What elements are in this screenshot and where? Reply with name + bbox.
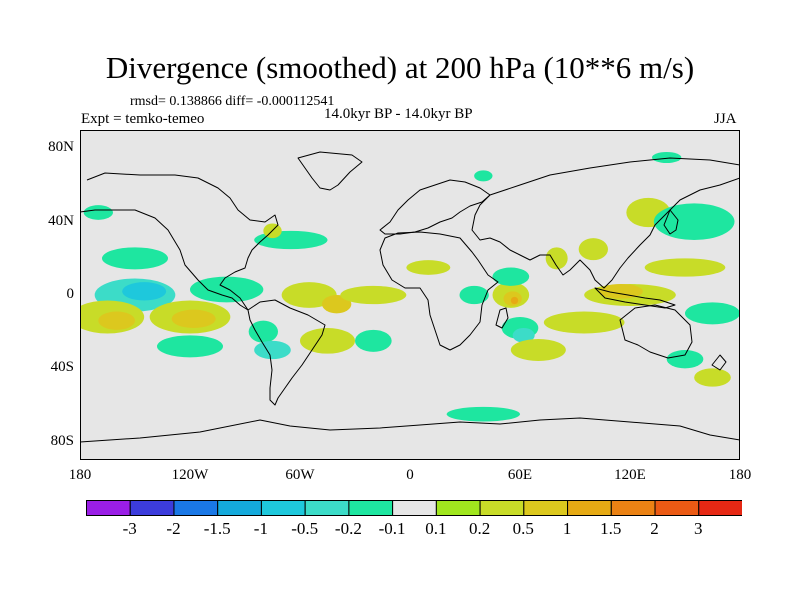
contour-region [578, 238, 608, 261]
colorbar-label: 1 [562, 519, 572, 538]
contour-region [355, 329, 392, 352]
colorbar-label: -3 [122, 519, 137, 538]
contour-region [171, 309, 216, 328]
coast-asia [471, 157, 740, 289]
contour-region [694, 368, 731, 387]
colorbar-swatch [304, 500, 350, 516]
contour-region [406, 260, 451, 275]
coastlines [80, 151, 740, 443]
colorbar-swatch [610, 500, 656, 516]
contour-region [340, 285, 407, 305]
contour-region [474, 170, 493, 182]
colorbar-label: -0.5 [291, 519, 319, 538]
contour-region [157, 335, 223, 358]
contour-region [122, 282, 167, 301]
contour-regions [80, 152, 740, 422]
lon-label: 180 [728, 467, 752, 483]
lat-label: 40N [48, 213, 74, 229]
colorbar-label: -0.2 [334, 519, 362, 538]
colorbar-label: 1.5 [600, 519, 622, 538]
contour-region [512, 328, 535, 343]
coast-antarctica [80, 417, 740, 443]
contour-region [300, 328, 355, 354]
contour-region [459, 285, 489, 305]
lat-label: 80S [50, 433, 74, 449]
lon-label: 120W [171, 467, 209, 483]
colorbar-label: -1 [253, 519, 268, 538]
experiment-text: Expt = temko-temeo [81, 111, 205, 127]
colorbar-swatch [173, 500, 219, 516]
lon-label: 60W [285, 467, 315, 483]
colorbar-swatch [523, 500, 569, 516]
colorbar [86, 500, 742, 516]
colorbar-label: 0.1 [425, 519, 447, 538]
contour-region [190, 276, 264, 303]
contour-region [543, 311, 625, 334]
lon-label: 0 [406, 467, 414, 483]
colorbar-label: -2 [166, 519, 181, 538]
lon-label: 120E [614, 467, 646, 483]
contour-region [446, 406, 520, 422]
contour-region [102, 247, 168, 270]
contour-region [653, 203, 735, 240]
coast-africa [379, 231, 499, 351]
contour-region [685, 302, 740, 325]
contour-region [254, 340, 291, 360]
coast-new-zealand [711, 354, 727, 371]
coast-south-america [247, 299, 326, 406]
coast-australia [619, 304, 693, 359]
contour-region [652, 152, 682, 163]
map-frame [80, 130, 740, 460]
colorbar-label: 3 [694, 519, 703, 538]
colorbar-label: -0.1 [378, 519, 406, 538]
colorbar-swatch [567, 500, 612, 516]
lat-label: 0 [66, 286, 75, 302]
lon-label: 60E [507, 467, 533, 483]
lat-label: 80N [48, 139, 74, 155]
period-text: 14.0kyr BP - 14.0kyr BP [324, 106, 473, 122]
colorbar-swatch [86, 500, 131, 516]
coast-indonesia [594, 287, 676, 309]
contour-region [322, 295, 352, 314]
coast-north-america [80, 172, 279, 311]
season-label: JJA [714, 111, 737, 127]
colorbar-swatch [260, 500, 306, 516]
coast-madagascar [495, 307, 509, 329]
contour-region [492, 267, 530, 286]
contour-region [510, 296, 519, 305]
contour-region [644, 258, 726, 277]
coast-japan [663, 209, 679, 235]
colorbar-swatch [348, 500, 394, 516]
colorbar-label: 0.2 [468, 519, 491, 538]
contour-region [83, 205, 113, 220]
contour-region [98, 311, 135, 330]
colorbar-swatch [698, 500, 742, 516]
contour-region [510, 339, 566, 361]
colorbar-swatch [654, 500, 700, 516]
colorbar-swatch [479, 500, 525, 516]
colorbar-label: 2 [650, 519, 659, 538]
coast-greenland [297, 151, 363, 191]
page-title: Divergence (smoothed) at 200 hPa (10**6 … [105, 50, 695, 85]
contour-region [598, 284, 643, 299]
colorbar-swatch [392, 500, 437, 516]
colorbar-swatch [217, 500, 262, 516]
colorbar-swatch [435, 500, 481, 516]
contour-region [248, 320, 278, 343]
contour-region [666, 350, 704, 369]
divergence-map [80, 130, 740, 460]
lat-label: 40S [50, 359, 74, 375]
colorbar-label: -1.5 [203, 519, 231, 538]
lon-label: 180 [68, 467, 92, 483]
contour-region [545, 247, 568, 270]
colorbar-swatch [129, 500, 175, 516]
stats-text: rmsd= 0.138866 diff= -0.000112541 [130, 94, 335, 109]
colorbar-label: 0.5 [512, 519, 534, 538]
